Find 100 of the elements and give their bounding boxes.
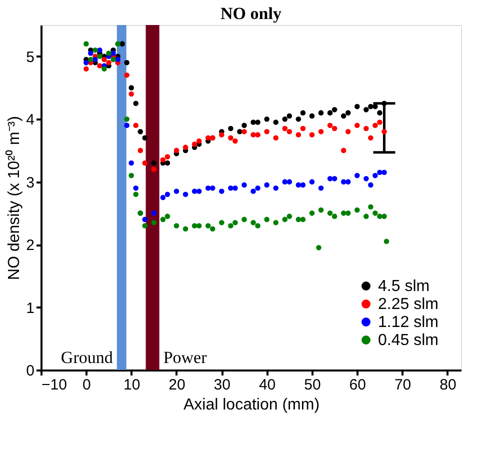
point	[255, 132, 260, 138]
point	[110, 50, 116, 56]
point	[160, 194, 166, 200]
point	[318, 128, 324, 134]
point	[286, 179, 292, 184]
point	[228, 185, 234, 191]
point	[372, 210, 378, 216]
x-tick-label: 20	[168, 376, 186, 394]
point	[332, 176, 338, 182]
legend-label: 1.12 slm	[378, 314, 438, 331]
point	[242, 216, 247, 222]
point	[138, 128, 143, 134]
point	[318, 110, 324, 116]
point	[296, 216, 302, 222]
point	[97, 54, 102, 60]
x-tick-label: −10	[42, 376, 67, 394]
point	[327, 210, 333, 216]
point	[192, 188, 198, 194]
point	[102, 66, 107, 72]
point	[124, 60, 130, 66]
point	[309, 113, 315, 119]
point	[332, 214, 338, 219]
point	[151, 220, 157, 226]
point	[382, 100, 387, 106]
point	[133, 100, 138, 106]
point	[372, 122, 378, 128]
point	[219, 220, 224, 226]
y-tick-label: 3	[26, 174, 34, 192]
point	[332, 107, 338, 112]
point	[368, 135, 374, 141]
point	[286, 128, 292, 134]
point	[273, 185, 278, 191]
point	[174, 188, 180, 194]
point	[133, 185, 138, 191]
x-tick-label: 80	[440, 376, 456, 394]
x-tick-label: 60	[349, 376, 366, 394]
point	[282, 179, 288, 184]
point	[309, 132, 315, 138]
point	[106, 50, 112, 56]
y-tick-label: 2	[26, 237, 34, 254]
point	[232, 138, 238, 144]
point	[164, 154, 170, 160]
point	[300, 182, 306, 188]
chart-title: NO only	[220, 4, 282, 23]
point	[345, 110, 351, 116]
x-tick-label: 40	[258, 376, 276, 394]
point	[250, 188, 256, 194]
band-label: Power	[163, 348, 208, 367]
point	[232, 185, 238, 191]
point	[151, 160, 157, 166]
point	[192, 223, 198, 228]
point	[316, 245, 322, 250]
point	[377, 214, 382, 219]
y-tick-label: 4	[26, 112, 34, 129]
point	[92, 56, 98, 62]
point	[164, 214, 170, 219]
point	[228, 126, 234, 132]
point	[296, 182, 302, 188]
point	[124, 116, 130, 122]
point	[368, 204, 374, 210]
point	[377, 170, 382, 176]
point	[282, 116, 288, 122]
point	[142, 223, 148, 228]
point	[151, 210, 157, 216]
point	[364, 214, 369, 219]
band-label: Ground	[60, 348, 114, 367]
point	[255, 185, 260, 191]
y-tick-label: 0	[26, 362, 34, 380]
point	[124, 72, 130, 78]
point	[264, 182, 270, 188]
point	[174, 148, 180, 154]
legend-label: 2.25 slm	[378, 296, 438, 313]
point	[332, 126, 338, 132]
point	[102, 56, 107, 62]
point	[300, 126, 306, 132]
point	[232, 220, 238, 226]
point	[286, 214, 292, 219]
point	[84, 41, 89, 46]
y-tick-label: 1	[26, 300, 34, 317]
point	[318, 207, 324, 213]
point	[354, 172, 360, 178]
x-tick-label: 50	[304, 376, 321, 394]
point	[219, 132, 224, 138]
point	[318, 185, 324, 191]
point	[345, 128, 351, 134]
x-tick-label: 0	[82, 376, 91, 394]
point	[309, 179, 315, 184]
x-tick-label: 10	[123, 376, 140, 394]
point	[364, 126, 369, 132]
point	[97, 47, 102, 53]
point	[382, 128, 387, 134]
point	[354, 104, 360, 110]
point	[133, 122, 138, 128]
point	[250, 132, 256, 138]
point	[242, 122, 247, 128]
point	[273, 220, 278, 226]
point	[327, 176, 333, 182]
point	[384, 238, 390, 244]
point	[84, 66, 89, 72]
point	[300, 216, 306, 222]
